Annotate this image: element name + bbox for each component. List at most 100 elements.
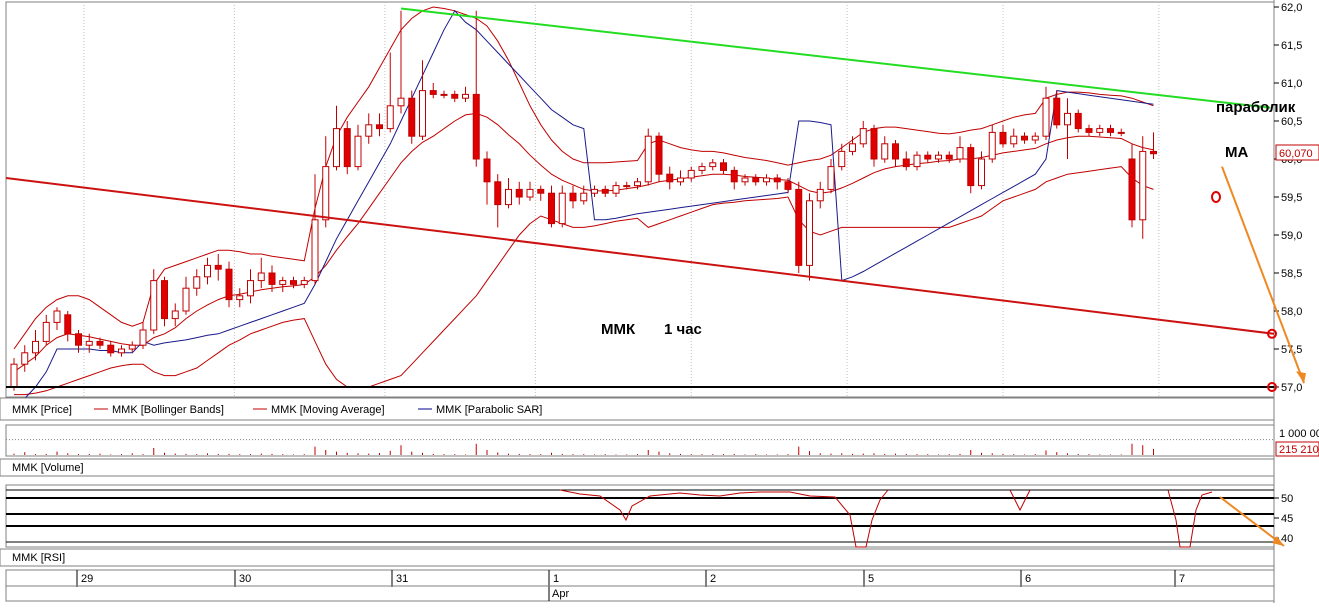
candle-body (354, 135, 362, 168)
candle-body (784, 181, 792, 190)
price-tick-label: 57,0 (1281, 382, 1302, 394)
candle-body (1064, 112, 1071, 126)
candle-body (408, 97, 416, 137)
price-tick-label: 59,0 (1281, 230, 1302, 242)
candle-body (1107, 128, 1114, 133)
candle-body (956, 147, 964, 160)
candle-body (720, 162, 727, 171)
candle-body (795, 188, 803, 266)
candle-body (1150, 150, 1157, 155)
candle-body (945, 154, 953, 160)
resistance-trend-line (400, 7, 1271, 109)
candle-body (763, 177, 770, 183)
forecast-arrow (1221, 166, 1305, 384)
candle-body (1128, 158, 1136, 221)
ma-annotation: МА (1225, 144, 1248, 161)
chart-title: ММК (601, 321, 636, 338)
price-tick-label: 58,0 (1281, 306, 1302, 318)
candle-body (225, 268, 233, 301)
support-marker (1267, 328, 1277, 339)
trend-lines (5, 7, 1306, 392)
candle-body (10, 363, 18, 388)
rsi-panel-frame (5, 484, 1275, 548)
day-label: 1 (553, 573, 559, 585)
candle-body (677, 177, 684, 183)
legend-item: MMK [Parabolic SAR] (436, 404, 542, 416)
volume-last-value: 215 210 (1279, 444, 1319, 456)
legend-item: MMK [Moving Average] (271, 404, 385, 416)
day-label: 6 (1025, 573, 1031, 585)
candle-body (849, 143, 856, 152)
last-price-label: 60,070 (1279, 148, 1313, 160)
candle-body (505, 188, 512, 206)
rsi-line-segment (1167, 489, 1213, 548)
day-label: 5 (868, 573, 874, 585)
candle-body (580, 192, 588, 202)
candle-body (472, 93, 480, 160)
candle-body (333, 128, 340, 168)
candle-body (247, 280, 254, 297)
candle-body (1085, 128, 1093, 133)
candle-body (1042, 97, 1050, 137)
rsi-line (559, 489, 889, 548)
candle-body (978, 158, 985, 187)
candle-body (429, 90, 437, 95)
candle-body (171, 310, 179, 320)
candle-body (139, 329, 147, 346)
candle-body (709, 162, 717, 168)
candle-body (64, 314, 72, 335)
candle-body (902, 158, 910, 168)
candle-body (107, 344, 115, 354)
candle-body (451, 93, 459, 99)
rsi-line-segment (1009, 489, 1031, 512)
bollinger-lower-line (14, 166, 1154, 396)
candle-body (1117, 131, 1125, 134)
candle-body (376, 124, 383, 130)
candle-body (483, 158, 491, 183)
rsi-forecast-arrow (1219, 496, 1285, 547)
candle-body (1010, 135, 1018, 145)
bollinger-upper-line (13, 6, 1154, 350)
candle-body (322, 166, 330, 221)
candle-body (838, 150, 846, 168)
candle-body (386, 105, 394, 130)
candle-body (806, 200, 813, 266)
candle-body (827, 166, 835, 190)
candle-body (816, 188, 824, 202)
candle-body (204, 264, 211, 278)
candle-body (1031, 135, 1039, 141)
sar-marker (1211, 191, 1221, 203)
candle-body (913, 154, 921, 168)
support-trend-line (5, 177, 1275, 335)
forecast-arrowhead (1296, 371, 1306, 384)
candle-body (967, 147, 975, 187)
price-panel-frame (5, 1, 1275, 398)
candle-body (730, 169, 738, 183)
candle-body (279, 280, 287, 285)
candle-body (892, 143, 899, 160)
time-axis: 29 30 31 1 2 5 6 7 Apr (6, 570, 1274, 601)
candle-body (150, 280, 158, 331)
candle-body (182, 287, 190, 312)
candle-body (988, 131, 996, 160)
volume-label-bar (0, 458, 1275, 477)
candle-body (548, 192, 555, 225)
candle-body (21, 352, 29, 365)
timeframe-label: 1 час (664, 321, 702, 338)
candle-body (698, 166, 706, 171)
rsi-tick-label: 45 (1281, 513, 1293, 525)
candle-body (311, 219, 319, 282)
rsi-tick-label: 40 (1281, 533, 1293, 545)
candle-body (214, 264, 222, 270)
price-tick-label: 59,5 (1281, 192, 1302, 204)
candle-body (494, 181, 502, 206)
candle-body (397, 97, 405, 107)
candle-body (859, 128, 867, 145)
candle-body (666, 173, 674, 183)
legend-item: MMK [Price] (12, 404, 72, 416)
price-axis-ticks: 62,061,561,060,560,059,559,058,558,057,5… (1274, 2, 1302, 394)
candle-body (634, 181, 641, 187)
price-tick-label: 61,5 (1281, 40, 1302, 52)
volume-panel-frame (5, 424, 1275, 457)
candle-body (999, 131, 1007, 145)
